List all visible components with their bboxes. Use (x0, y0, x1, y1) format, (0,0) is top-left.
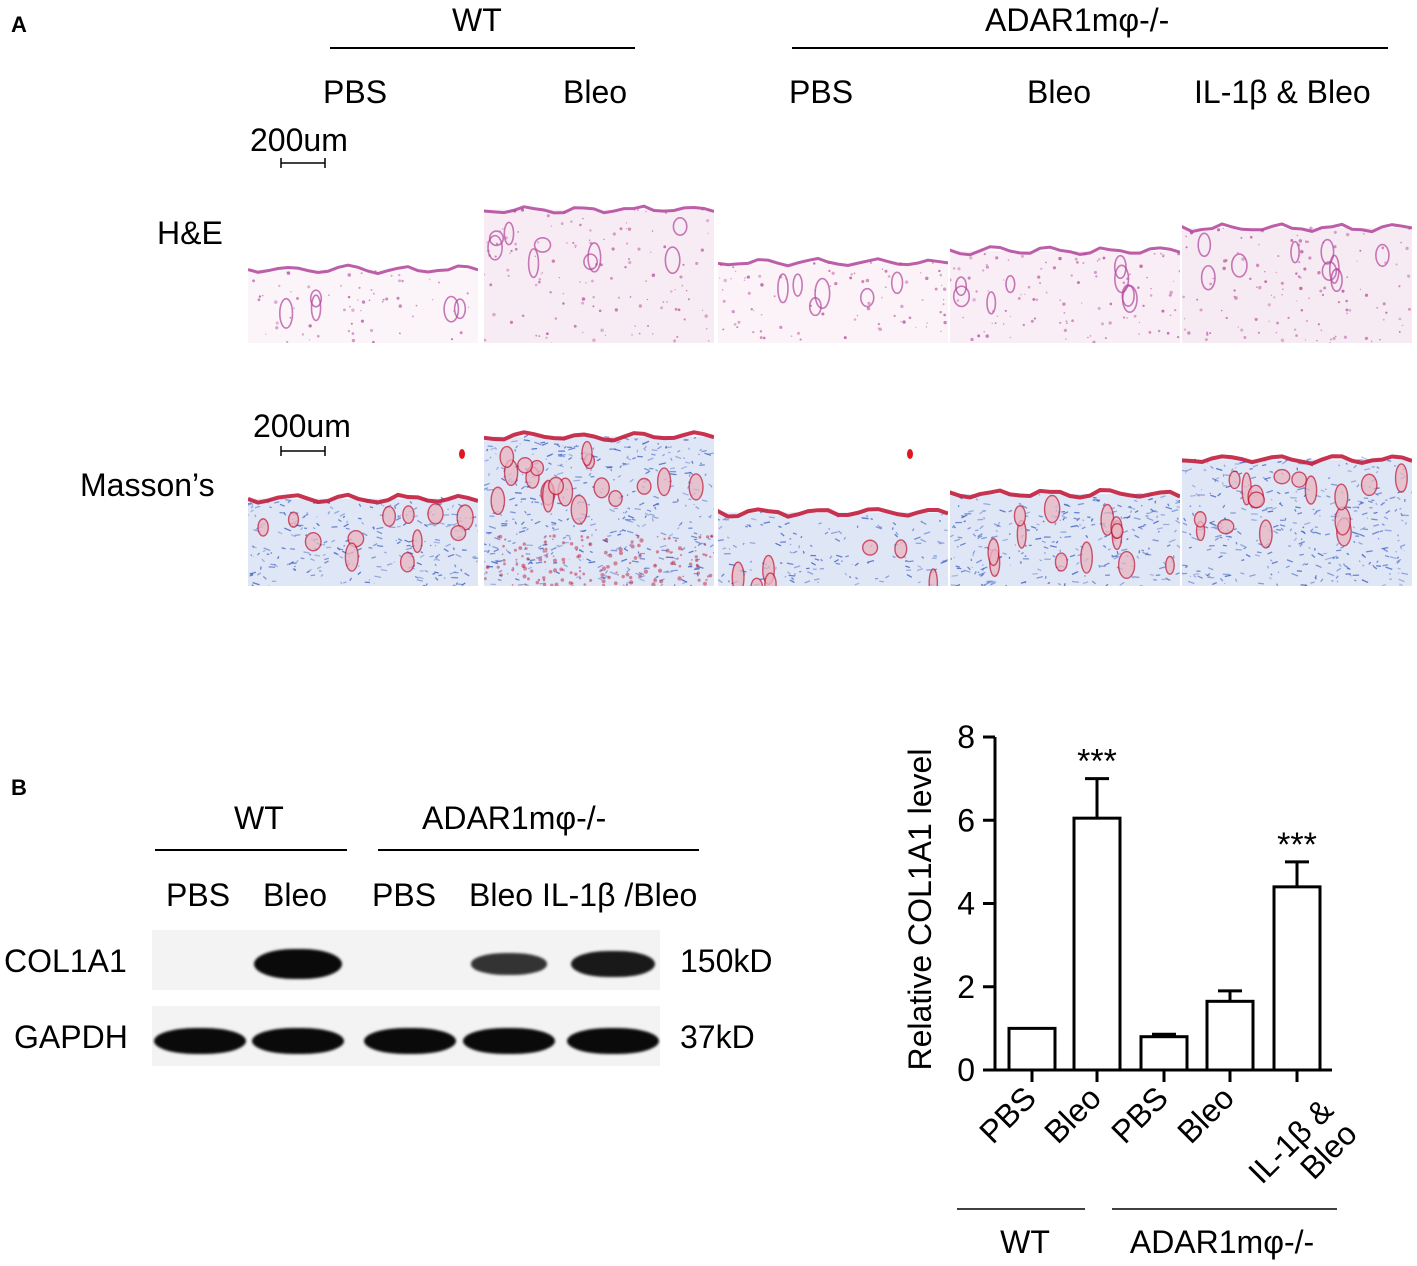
bar-3 (1139, 1035, 1189, 1072)
x-tick-label-4: Bleo (1170, 1079, 1241, 1150)
panel-a-group-wt: WT (452, 2, 502, 38)
panel-a-group-ko: ADAR1mφ-/- (985, 2, 1170, 38)
blot-band-gapdh-2 (252, 1028, 344, 1054)
blot-lane-label-4: Bleo IL-1β /Bleo (469, 877, 698, 913)
significance-5: *** (1277, 826, 1317, 864)
scale-bar-he (280, 158, 326, 168)
he-image-3 (718, 113, 948, 343)
blot-group-ko: ADAR1mφ-/- (422, 800, 607, 836)
x-tick-label-3: PBS (1104, 1079, 1175, 1150)
blot-band-col1a1-5 (571, 950, 655, 978)
x-tick-label-1: PBS (972, 1079, 1043, 1150)
condition-label-3: PBS (789, 74, 854, 110)
blot-band-col1a1-4 (470, 953, 548, 975)
row-label-he: H&E (157, 215, 223, 251)
blot-protein-gapdh: GAPDH (14, 1019, 128, 1055)
bar-1 (1007, 1026, 1057, 1072)
condition-label-1: PBS (323, 74, 388, 110)
masson-image-5 (1182, 356, 1412, 586)
y-tick-label: 8 (957, 719, 975, 755)
blot-band-gapdh-1 (154, 1028, 246, 1054)
bar-2 (1072, 816, 1122, 1072)
panel-a-ko-line (792, 47, 1388, 49)
significance-2: *** (1077, 743, 1117, 781)
chart-group-wt: WT (1000, 1224, 1050, 1260)
y-tick-label: 6 (957, 802, 975, 838)
x-tick-label-5: IL-1β &Bleo (1241, 1092, 1364, 1215)
y-tick-label: 2 (957, 969, 975, 1005)
blot-group-wt: WT (234, 800, 284, 836)
he-image-5 (1182, 113, 1412, 343)
scale-bar-masson (280, 446, 326, 456)
y-axis-title: Relative COL1A1 level (902, 749, 938, 1071)
bar-5 (1272, 885, 1322, 1072)
condition-label-5: IL-1β & Bleo (1194, 74, 1371, 110)
masson-image-2 (484, 356, 714, 586)
blot-lane-label-2: Bleo (263, 877, 328, 913)
blot-lane-label-3: PBS (372, 877, 437, 913)
panel-a-letter: A (11, 12, 27, 37)
blot-lane-label-1: PBS (166, 877, 231, 913)
he-image-1 (248, 113, 478, 343)
blot-band-gapdh-3 (364, 1028, 456, 1054)
x-tick-label-2: Bleo (1037, 1079, 1108, 1150)
condition-label-2: Bleo (563, 74, 628, 110)
masson-image-4 (950, 356, 1180, 586)
blot-wt-line (155, 849, 347, 851)
he-image-2 (484, 113, 714, 343)
blot-size-col1a1: 150kD (680, 943, 773, 979)
scale-bar-label-masson: 200um (253, 408, 351, 444)
panel-b-letter: B (11, 775, 27, 800)
blot-band-col1a1-2 (254, 949, 342, 979)
panel-a-wt-line (330, 47, 635, 49)
chart-group-ko: ADAR1mφ-/- (1130, 1224, 1314, 1260)
masson-image-1 (248, 356, 478, 586)
bar-4 (1205, 999, 1255, 1072)
row-label-masson: Masson’s (80, 467, 215, 503)
blot-band-gapdh-4 (463, 1028, 555, 1054)
blot-band-gapdh-5 (567, 1028, 659, 1054)
he-image-4 (950, 113, 1180, 343)
y-tick-label: 4 (957, 886, 975, 922)
blot-protein-col1a1: COL1A1 (4, 943, 127, 979)
scale-bar-label-he: 200um (250, 122, 348, 158)
condition-label-4: Bleo (1027, 74, 1092, 110)
blot-size-gapdh: 37kD (680, 1019, 755, 1055)
masson-image-3 (718, 356, 948, 586)
blot-ko-line (378, 849, 699, 851)
y-tick-label: 0 (957, 1052, 975, 1088)
